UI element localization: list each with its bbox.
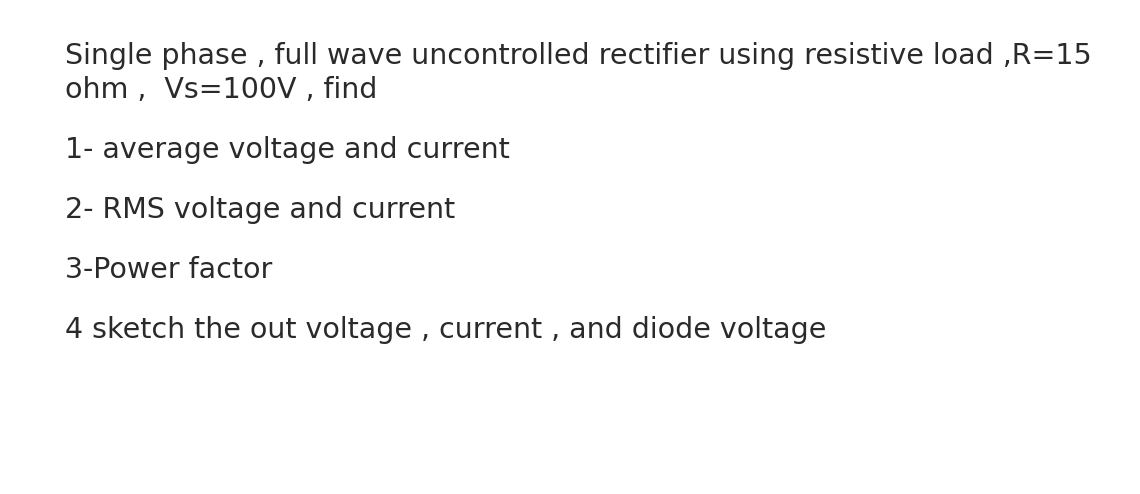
Text: 2- RMS voltage and current: 2- RMS voltage and current [65, 196, 455, 224]
Text: 3-Power factor: 3-Power factor [65, 256, 272, 284]
Text: 4 sketch the out voltage , current , and diode voltage: 4 sketch the out voltage , current , and… [65, 316, 826, 344]
Text: 1- average voltage and current: 1- average voltage and current [65, 136, 510, 164]
Text: Single phase , full wave uncontrolled rectifier using resistive load ,R=15: Single phase , full wave uncontrolled re… [65, 42, 1092, 70]
Text: ohm ,  Vs=100V , find: ohm , Vs=100V , find [65, 76, 377, 104]
